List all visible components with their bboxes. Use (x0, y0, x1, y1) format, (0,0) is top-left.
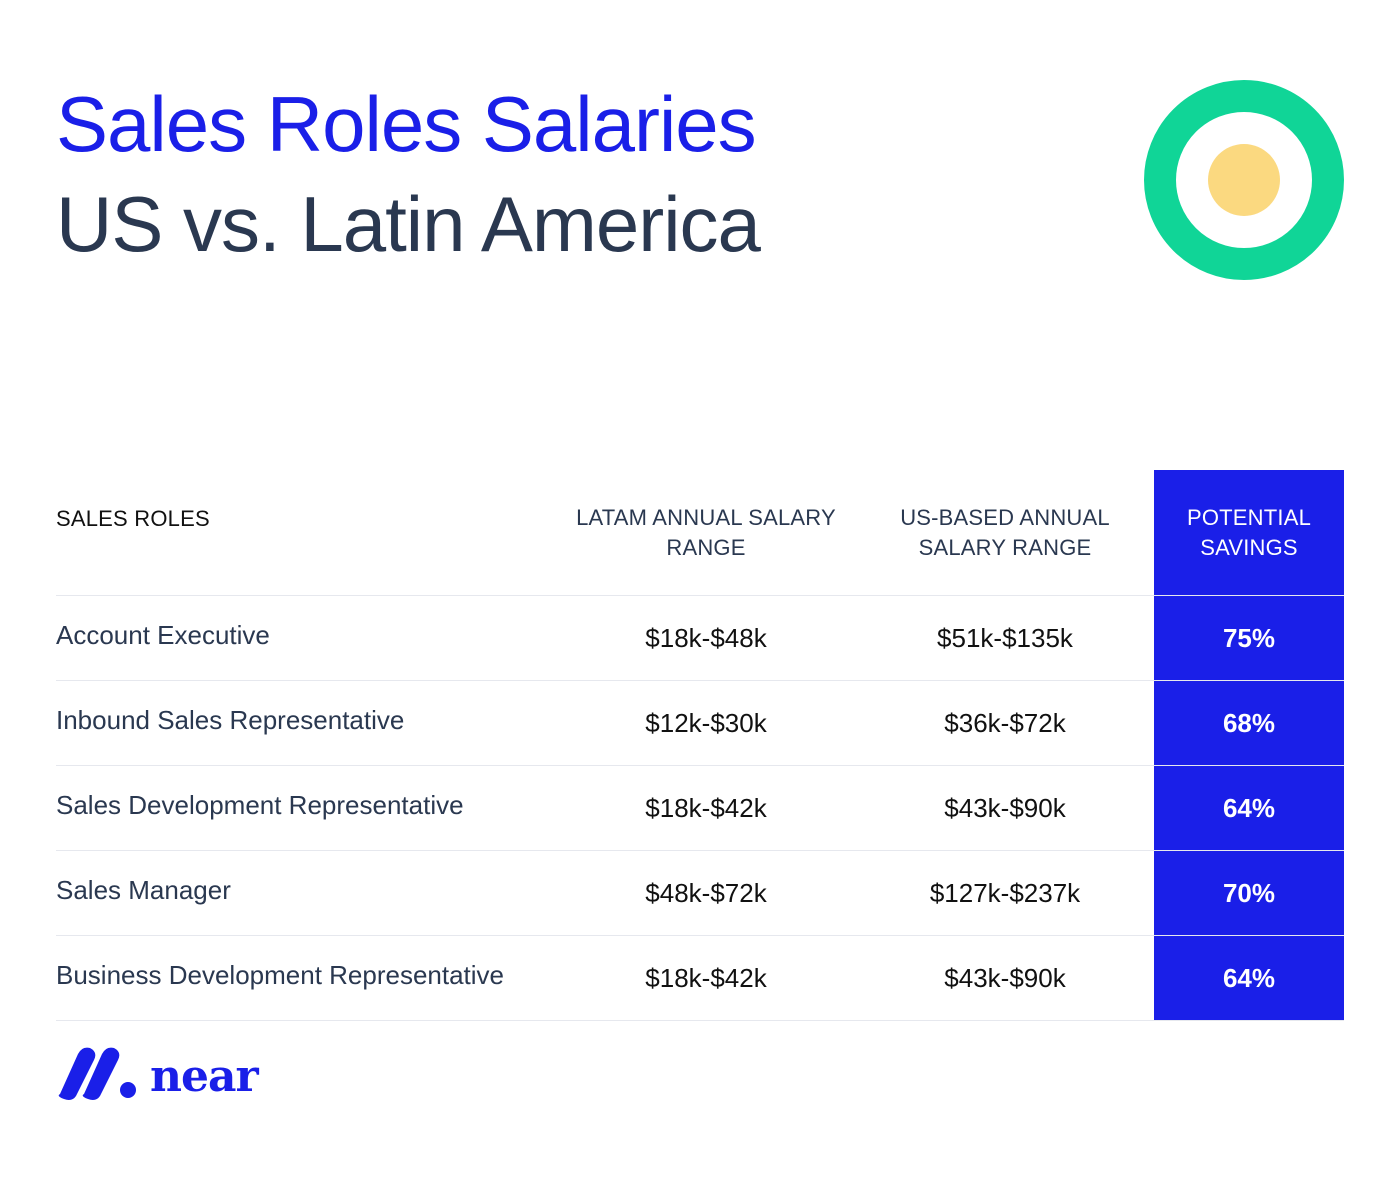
savings-cell: 70% (1222, 877, 1276, 908)
us-salary-cell: $36k-$72k (944, 707, 1066, 738)
latam-salary-cell: $18k-$42k (645, 962, 767, 993)
target-circle-icon (1144, 80, 1344, 280)
title-line-1: Sales Roles Salaries (56, 80, 757, 168)
role-cell: Account Executive (56, 619, 270, 650)
latam-salary-cell: $48k-$72k (645, 877, 767, 908)
latam-salary-cell: $18k-$48k (645, 622, 767, 653)
table-header-row: SALES ROLES LATAM ANNUAL SALARY RANGE US… (56, 470, 1344, 596)
savings-column-highlight (1154, 470, 1344, 1021)
savings-cell: 64% (1222, 792, 1276, 823)
savings-cell: 68% (1222, 707, 1276, 738)
brand-wordmark: near (150, 1050, 259, 1102)
role-cell: Sales Development Representative (56, 789, 464, 820)
header-latam-salary: LATAM ANNUAL SALARY RANGE (576, 504, 836, 560)
table-row: Inbound Sales Representative $12k-$30k $… (56, 681, 1344, 766)
header-sales-roles: SALES ROLES (56, 506, 210, 531)
header-potential-savings: POTENTIAL SAVINGS (1186, 504, 1312, 560)
savings-cell: 75% (1222, 622, 1276, 653)
role-cell: Sales Manager (56, 874, 231, 905)
role-cell: Inbound Sales Representative (56, 704, 405, 735)
page-title: Sales Roles Salaries US vs. Latin Americ… (56, 78, 761, 270)
latam-salary-cell: $12k-$30k (645, 707, 767, 738)
header-us-salary: US-BASED ANNUAL SALARY RANGE (900, 504, 1110, 560)
role-cell: Business Development Representative (56, 959, 505, 990)
salary-table: SALES ROLES LATAM ANNUAL SALARY RANGE US… (56, 470, 1344, 1021)
us-salary-cell: $43k-$90k (944, 792, 1066, 823)
near-logo-icon (58, 1047, 136, 1100)
us-salary-cell: $127k-$237k (929, 877, 1081, 908)
savings-cell: 64% (1222, 962, 1276, 993)
table-row: Business Development Representative $18k… (56, 936, 1344, 1021)
table-row: Sales Manager $48k-$72k $127k-$237k 70% (56, 851, 1344, 936)
latam-salary-cell: $18k-$42k (645, 792, 767, 823)
table-row: Sales Development Representative $18k-$4… (56, 766, 1344, 851)
table-row: Account Executive $18k-$48k $51k-$135k 7… (56, 596, 1344, 681)
brand-logo: near (56, 1042, 259, 1102)
us-salary-cell: $43k-$90k (944, 962, 1066, 993)
title-line-2: US vs. Latin America (56, 180, 761, 268)
us-salary-cell: $51k-$135k (937, 622, 1073, 653)
